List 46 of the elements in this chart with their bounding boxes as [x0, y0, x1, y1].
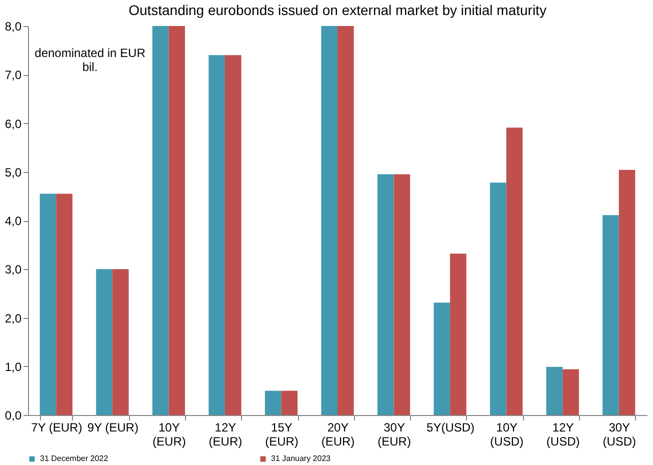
bar: [208, 55, 225, 415]
y-tick-label: 5,0: [4, 165, 22, 180]
bar: [112, 269, 129, 415]
y-tick-label: 2,0: [4, 311, 22, 326]
x-tick-label: 15Y (EUR): [265, 420, 298, 448]
bar: [377, 174, 394, 415]
annotation: denominated in EUR bil.: [34, 46, 146, 74]
bar: [394, 174, 410, 415]
bar: [152, 26, 169, 415]
bar: [40, 194, 56, 415]
bar: [56, 194, 72, 415]
y-tick-label: 8,0: [4, 20, 22, 34]
bar: [321, 26, 338, 415]
x-tick-label: 5Y(USD): [426, 420, 475, 434]
x-tick-label: 9Y (EUR): [87, 420, 138, 434]
x-tick-label: 10Y (EUR): [152, 420, 186, 448]
bar: [618, 170, 636, 415]
chart-title: Outstanding eurobonds issued on external market by initial maturity: [128, 2, 546, 18]
bar: [490, 182, 506, 415]
x-tick-label: 20Y (EUR): [321, 420, 355, 448]
bar: [450, 254, 466, 415]
legend-label: 31 January 2023: [271, 454, 332, 463]
legend-label: 31 December 2022: [40, 454, 109, 463]
bar: [264, 390, 282, 415]
x-tick-label: 7Y (EUR): [31, 420, 82, 434]
bar: [281, 390, 298, 415]
x-tick-label: 10Y (USD): [490, 420, 524, 448]
y-tick-label: 3,0: [4, 262, 22, 277]
y-tick-label: 4,0: [4, 214, 22, 228]
bar: [224, 55, 242, 415]
bar: [602, 215, 619, 415]
y-tick-label: 0,0: [4, 408, 22, 422]
bar: [434, 302, 450, 415]
bar: [506, 128, 523, 415]
bar: [338, 26, 354, 415]
x-tick-label: 12Y (EUR): [208, 420, 242, 448]
bar: [562, 369, 579, 415]
x-tick-label: 30Y (EUR): [378, 420, 411, 448]
x-tick-label: 30Y (USD): [602, 420, 636, 448]
x-tick-label: 12Y (USD): [546, 420, 580, 448]
y-tick-label: 1,0: [4, 360, 22, 374]
bar: [546, 366, 563, 415]
y-tick-label: 6,0: [4, 116, 22, 131]
y-tick-label: 7,0: [4, 68, 22, 82]
bar: [96, 269, 112, 415]
bar: [168, 26, 185, 415]
